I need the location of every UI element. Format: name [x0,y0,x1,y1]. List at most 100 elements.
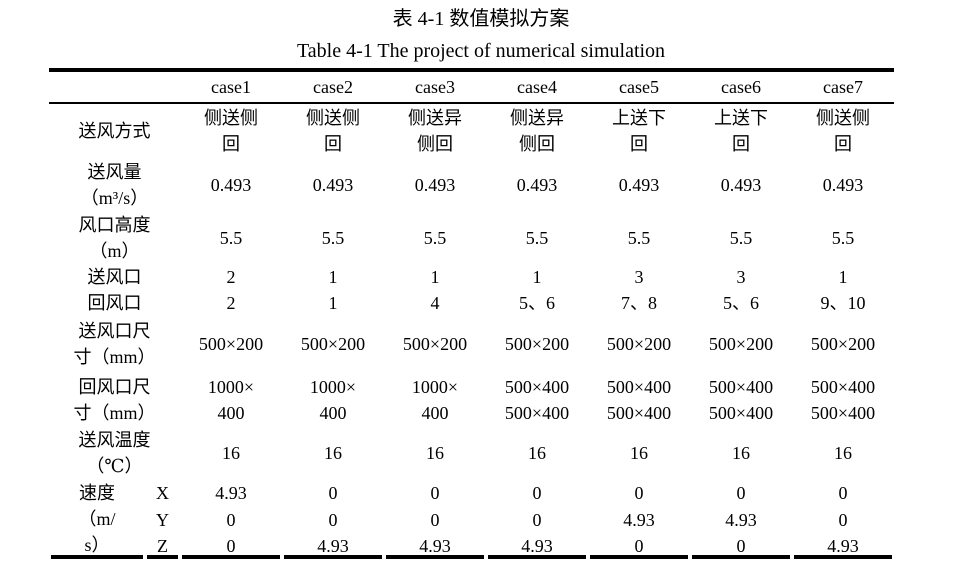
data-cell: 0 [328,509,338,530]
data-cell: 0 [690,533,792,559]
data-cell: 5、6 [519,293,555,313]
data-cell: 0 [588,533,690,559]
data-cell: 1000× 400 [207,376,255,423]
row-velocity-z: Z 0 4.93 4.93 4.93 0 0 4.93 [49,533,894,559]
data-cell: 0.493 [312,175,354,195]
row-velocity-x: 速度 （m/ s） X 4.93 0 0 0 0 0 0 [49,479,894,559]
data-cell: 500×200 [504,334,570,354]
row-supply-outlet: 送风口 2 1 1 1 3 3 1 [49,264,894,290]
data-cell: 0 [226,509,236,530]
row-velocity-y: Y 0 0 0 0 4.93 4.93 0 [49,506,894,533]
data-cell: 16 [732,443,750,463]
row-return-outlet-size: 回风口尺 寸（mm） 1000× 400 1000× 400 1000× 400… [49,372,894,427]
axis-label-y: Y [156,509,169,530]
row-label-supply-temperature: 送风温度 （℃） [78,430,151,476]
data-cell: 7、8 [621,293,657,313]
row-supply-outlet-size: 送风口尺 寸（mm） 500×200 500×200 500×200 500×2… [49,316,894,372]
data-cell: 0 [736,482,746,503]
data-cell: 4 [430,293,440,313]
data-cell: 1 [532,267,542,287]
row-label-supply-mode: 送风方式 [78,121,151,141]
data-cell: 16 [222,443,240,463]
data-cell: 5.5 [321,228,345,248]
axis-label-x: X [156,482,169,503]
corner-cell [49,70,180,104]
row-label-outlet-height: 风口高度 （m） [78,215,151,261]
data-cell: 4.93 [384,533,486,559]
data-cell: 4.93 [792,533,894,559]
data-cell: 5、6 [723,293,759,313]
data-cell: 500×200 [402,334,468,354]
col-header-case6: case6 [690,70,792,104]
data-cell: 500×200 [606,334,672,354]
data-cell: 0 [532,509,542,530]
data-cell: 上送下 回 [714,108,768,154]
data-cell: 0 [430,482,440,503]
data-cell: 4.93 [725,509,757,530]
data-cell: 5.5 [729,228,753,248]
table-title-en: Table 4-1 The project of numerical simul… [296,40,666,62]
data-cell: 0.493 [414,175,456,195]
row-label-supply-outlet-size: 送风口尺 寸（mm） [73,321,156,367]
col-header-case4: case4 [486,70,588,104]
data-cell: 9、10 [820,293,866,313]
data-cell: 500×200 [198,334,264,354]
row-label-supply-volume: 送风量 （m³/s） [80,162,149,208]
row-supply-mode: 送风方式 侧送侧 回 侧送侧 回 侧送异 侧回 侧送异 侧回 上送下 回 上送下… [49,103,894,158]
data-cell: 0 [634,482,644,503]
data-cell: 500×400 500×400 [504,376,570,423]
data-cell: 0 [180,533,282,559]
row-supply-temperature: 送风温度 （℃） 16 16 16 16 16 16 16 [49,427,894,479]
data-cell: 1000× 400 [411,376,459,423]
data-cell: 0.493 [618,175,660,195]
col-header-case2: case2 [282,70,384,104]
data-cell: 5.5 [627,228,651,248]
data-cell: 1000× 400 [309,376,357,423]
data-cell: 500×400 500×400 [708,376,774,423]
row-label-return-outlet: 回风口 [87,293,142,313]
data-cell: 上送下 回 [612,108,666,154]
data-cell: 0.493 [720,175,762,195]
data-cell: 4.93 [215,482,247,503]
data-cell: 0.493 [822,175,864,195]
data-cell: 0 [430,509,440,530]
data-cell: 500×200 [300,334,366,354]
data-cell: 5.5 [423,228,447,248]
row-return-outlet: 回风口 2 1 4 5、6 7、8 5、6 9、10 [49,290,894,316]
data-cell: 16 [528,443,546,463]
data-cell: 0.493 [516,175,558,195]
col-header-case1: case1 [180,70,282,104]
data-cell: 1 [328,267,338,287]
data-cell: 5.5 [525,228,549,248]
data-cell: 4.93 [486,533,588,559]
row-label-supply-outlet: 送风口 [87,267,142,287]
data-cell: 1 [430,267,440,287]
data-cell: 3 [736,267,746,287]
table-title-zh: 表 4-1 数值模拟方案 [392,8,570,30]
data-cell: 1 [328,293,338,313]
axis-label-z: Z [145,533,180,559]
data-cell: 0 [532,482,542,503]
row-supply-volume: 送风量 （m³/s） 0.493 0.493 0.493 0.493 0.493… [49,158,894,212]
col-header-case3: case3 [384,70,486,104]
row-label-velocity: 速度 （m/ s） [49,479,145,559]
data-cell: 侧送异 侧回 [510,108,564,154]
data-cell: 侧送侧 回 [306,108,360,154]
data-cell: 16 [834,443,852,463]
row-outlet-height: 风口高度 （m） 5.5 5.5 5.5 5.5 5.5 5.5 5.5 [49,212,894,264]
data-cell: 侧送异 侧回 [408,108,462,154]
data-cell: 3 [634,267,644,287]
data-cell: 500×400 500×400 [810,376,876,423]
data-cell: 16 [630,443,648,463]
data-cell: 侧送侧 回 [816,108,870,154]
row-label-return-outlet-size: 回风口尺 寸（mm） [73,376,156,423]
data-cell: 2 [226,293,236,313]
table-header-row: case1 case2 case3 case4 case5 case6 case… [49,70,894,104]
data-cell: 0 [328,482,338,503]
data-cell: 0.493 [210,175,252,195]
data-cell: 500×200 [708,334,774,354]
data-cell: 5.5 [219,228,243,248]
col-header-case7: case7 [792,70,894,104]
data-cell: 5.5 [831,228,855,248]
